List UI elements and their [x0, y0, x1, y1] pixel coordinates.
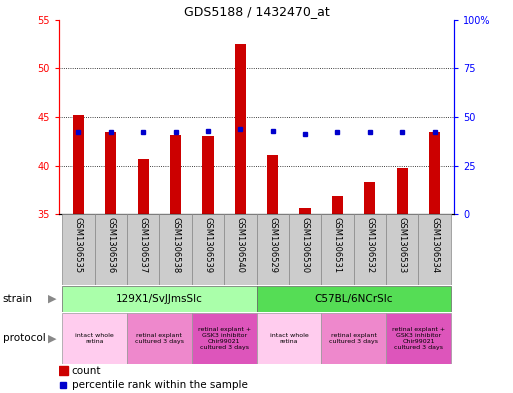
Text: GSM1306535: GSM1306535	[74, 217, 83, 273]
Bar	[256, 214, 289, 285]
Bar	[59, 366, 68, 375]
Text: GSM1306533: GSM1306533	[398, 217, 407, 273]
Bar	[105, 132, 116, 214]
Text: ▶: ▶	[48, 294, 56, 304]
Bar	[234, 44, 246, 214]
Bar	[73, 115, 84, 214]
Text: retinal explant +
GSK3 inhibitor
Chir99021
cultured 3 days: retinal explant + GSK3 inhibitor Chir990…	[198, 327, 251, 349]
Text: GSM1306538: GSM1306538	[171, 217, 180, 273]
Bar	[364, 182, 376, 214]
Bar	[127, 214, 160, 285]
Bar	[386, 214, 419, 285]
Bar	[160, 214, 192, 285]
Bar	[256, 313, 321, 364]
Bar	[94, 214, 127, 285]
Text: 129X1/SvJJmsSlc: 129X1/SvJJmsSlc	[116, 294, 203, 304]
Bar	[224, 214, 256, 285]
Bar	[353, 214, 386, 285]
Bar	[137, 159, 149, 214]
Bar	[202, 136, 213, 214]
Bar	[300, 208, 311, 214]
Bar	[397, 169, 408, 214]
Bar	[62, 286, 256, 312]
Text: retinal explant
cultured 3 days: retinal explant cultured 3 days	[135, 333, 184, 344]
Bar	[332, 196, 343, 214]
Title: GDS5188 / 1432470_at: GDS5188 / 1432470_at	[184, 6, 329, 18]
Bar	[321, 214, 353, 285]
Text: retinal explant
cultured 3 days: retinal explant cultured 3 days	[329, 333, 378, 344]
Text: retinal explant +
GSK3 inhibitor
Chir99021
cultured 3 days: retinal explant + GSK3 inhibitor Chir990…	[392, 327, 445, 349]
Text: protocol: protocol	[3, 333, 45, 343]
Text: strain: strain	[3, 294, 32, 304]
Bar	[192, 214, 224, 285]
Text: GSM1306534: GSM1306534	[430, 217, 439, 273]
Text: GSM1306529: GSM1306529	[268, 217, 277, 273]
Bar	[170, 136, 181, 214]
Text: GSM1306532: GSM1306532	[365, 217, 374, 273]
Text: GSM1306537: GSM1306537	[139, 217, 148, 273]
Text: GSM1306530: GSM1306530	[301, 217, 309, 273]
Bar	[62, 214, 94, 285]
Bar	[386, 313, 451, 364]
Text: C57BL/6NCrSlc: C57BL/6NCrSlc	[314, 294, 393, 304]
Bar	[62, 313, 127, 364]
Text: GSM1306540: GSM1306540	[236, 217, 245, 273]
Text: percentile rank within the sample: percentile rank within the sample	[72, 380, 247, 390]
Text: GSM1306536: GSM1306536	[106, 217, 115, 273]
Bar	[127, 313, 192, 364]
Text: count: count	[72, 366, 101, 376]
Bar	[429, 132, 440, 214]
Text: GSM1306539: GSM1306539	[204, 217, 212, 273]
Bar	[256, 286, 451, 312]
Bar	[321, 313, 386, 364]
Bar	[419, 214, 451, 285]
Text: GSM1306531: GSM1306531	[333, 217, 342, 273]
Text: intact whole
retina: intact whole retina	[269, 333, 308, 344]
Text: intact whole
retina: intact whole retina	[75, 333, 114, 344]
Bar	[192, 313, 256, 364]
Bar	[289, 214, 321, 285]
Text: ▶: ▶	[48, 333, 56, 343]
Bar	[267, 155, 279, 214]
